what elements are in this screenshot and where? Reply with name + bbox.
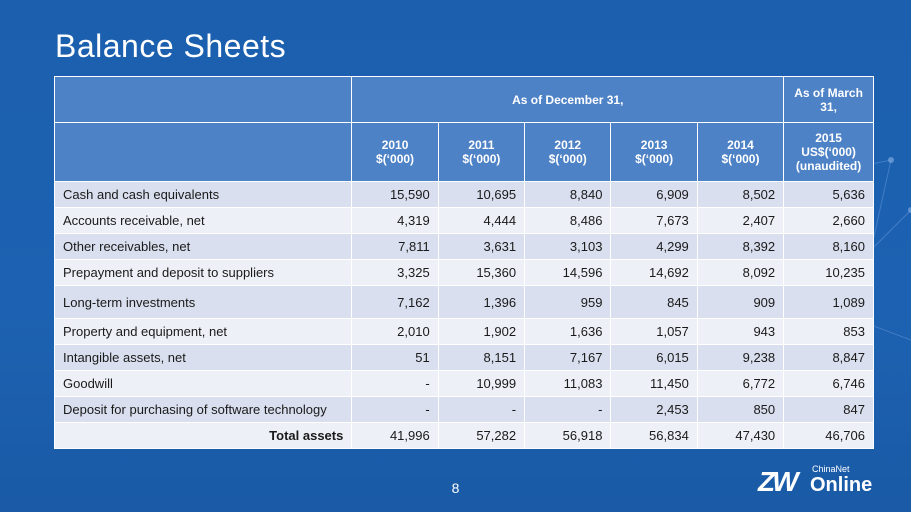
column-header-2011: 2011 $(‘000) <box>437 122 526 182</box>
row-label: Accounts receivable, net <box>53 207 353 234</box>
table-row: Accounts receivable, net 4,319 4,444 8,486 7… <box>53 207 874 234</box>
table-cell: 943 <box>696 318 785 345</box>
table-cell: 41,996 <box>351 422 439 449</box>
table-cell: 56,918 <box>524 422 612 449</box>
page-number: 8 <box>451 480 460 496</box>
column-header-2014: 2014 $(‘000) <box>696 122 785 182</box>
table-cell: 2,453 <box>610 396 698 423</box>
table-cell: 2,407 <box>696 207 785 234</box>
table-cell: 850 <box>696 396 785 423</box>
table-cell: 51 <box>351 344 439 371</box>
table-cell: 959 <box>524 285 612 319</box>
table-body: Cash and cash equivalents 15,590 10,695 8,8… <box>53 181 874 449</box>
table-cell: 10,695 <box>437 181 526 208</box>
table-cell: 6,772 <box>696 370 785 397</box>
table-cell: 7,673 <box>610 207 698 234</box>
column-header-2012: 2012 $(‘000) <box>524 122 612 182</box>
table-cell: 7,167 <box>524 344 612 371</box>
table-cell: 14,692 <box>610 259 698 286</box>
table-cell: 10,999 <box>437 370 526 397</box>
table-cell: 4,299 <box>610 233 698 260</box>
table-cell: 57,282 <box>437 422 526 449</box>
table-cell: 15,360 <box>437 259 526 286</box>
row-label: Intangible assets, net <box>53 344 353 371</box>
table-cell: 3,631 <box>437 233 526 260</box>
chinanet-online-logo: ZW ChinaNet Online <box>758 462 878 498</box>
table-cell: 909 <box>696 285 785 319</box>
table-cell: 6,015 <box>610 344 698 371</box>
table-cell: 46,706 <box>783 422 874 449</box>
table-cell: 4,444 <box>437 207 526 234</box>
row-label: Cash and cash equivalents <box>53 181 353 208</box>
table-cell: 5,636 <box>783 181 874 208</box>
table-cell: 8,160 <box>783 233 874 260</box>
logo-mark: ZW <box>758 466 798 497</box>
table-cell: 47,430 <box>696 422 785 449</box>
table-cell: 847 <box>783 396 874 423</box>
table-cell: 3,103 <box>524 233 612 260</box>
group-header-december: As of December 31, <box>351 76 785 123</box>
table-cell: 1,057 <box>610 318 698 345</box>
table-cell: 7,162 <box>351 285 439 319</box>
table-cell: 8,092 <box>696 259 785 286</box>
row-label: Goodwill <box>53 370 353 397</box>
table-cell: 8,840 <box>524 181 612 208</box>
table-cell: 3,325 <box>351 259 439 286</box>
table-row: Intangible assets, net 51 8,151 7,167 6,015 9… <box>53 344 874 371</box>
row-label: Property and equipment, net <box>53 318 353 345</box>
table-cell: 6,746 <box>783 370 874 397</box>
table-cell: 853 <box>783 318 874 345</box>
row-label: Deposit for purchasing of software techn… <box>53 396 353 423</box>
column-header-2015: 2015 US$(‘000) (unaudited) <box>783 122 874 182</box>
table-row: Property and equipment, net 2,010 1,902 1,6… <box>53 318 874 345</box>
table-cell: 56,834 <box>610 422 698 449</box>
table-cell: - <box>351 370 439 397</box>
table-cell: 1,636 <box>524 318 612 345</box>
header-blank-2 <box>53 122 353 182</box>
table-cell: 6,909 <box>610 181 698 208</box>
table-cell: 2,660 <box>783 207 874 234</box>
table-cell: 15,590 <box>351 181 439 208</box>
column-header-2013: 2013 $(‘000) <box>610 122 698 182</box>
table-row: Long-term investments 7,162 1,396 959 845 909… <box>53 285 874 319</box>
table-row: Deposit for purchasing of software techn… <box>53 396 874 423</box>
table-row: Prepayment and deposit to suppliers 3,325… <box>53 259 874 286</box>
group-header-march: As of March 31, <box>783 76 874 123</box>
logo-text-big: Online <box>810 474 873 496</box>
table-cell: 8,847 <box>783 344 874 371</box>
table-row: Other receivables, net 7,811 3,631 3,103 4,2… <box>53 233 874 260</box>
balance-sheet-table: As of December 31, As of March 31, 2010 $… <box>53 76 874 449</box>
table-cell: 845 <box>610 285 698 319</box>
table-cell: 8,392 <box>696 233 785 260</box>
row-label: Total assets <box>53 422 353 449</box>
table-cell: 9,238 <box>696 344 785 371</box>
table-cell: - <box>437 396 526 423</box>
table-row: Total assets 41,996 57,282 56,918 56,834 47,4… <box>53 422 874 449</box>
slide-title: Balance Sheets <box>55 28 287 64</box>
table-cell: - <box>524 396 612 423</box>
table-cell: 8,151 <box>437 344 526 371</box>
header-blank <box>53 76 353 123</box>
table-row: Cash and cash equivalents 15,590 10,695 8,8… <box>53 181 874 208</box>
column-header-2010: 2010 $(‘000) <box>351 122 439 182</box>
table-cell: 4,319 <box>351 207 439 234</box>
row-label: Long-term investments <box>53 285 353 319</box>
table-row: Goodwill -10,999 11,083 11,450 6,772 6,746 <box>53 370 874 397</box>
table-cell: 14,596 <box>524 259 612 286</box>
table-cell: 1,396 <box>437 285 526 319</box>
table-cell: 1,902 <box>437 318 526 345</box>
table-cell: 11,083 <box>524 370 612 397</box>
table-cell: - <box>351 396 439 423</box>
table-cell: 8,502 <box>696 181 785 208</box>
logo-text-small: ChinaNet <box>812 464 850 474</box>
table-cell: 11,450 <box>610 370 698 397</box>
table-cell: 1,089 <box>783 285 874 319</box>
table-cell: 2,010 <box>351 318 439 345</box>
table-cell: 10,235 <box>783 259 874 286</box>
row-label: Prepayment and deposit to suppliers <box>53 259 353 286</box>
row-label: Other receivables, net <box>53 233 353 260</box>
table-cell: 8,486 <box>524 207 612 234</box>
table-cell: 7,811 <box>351 233 439 260</box>
